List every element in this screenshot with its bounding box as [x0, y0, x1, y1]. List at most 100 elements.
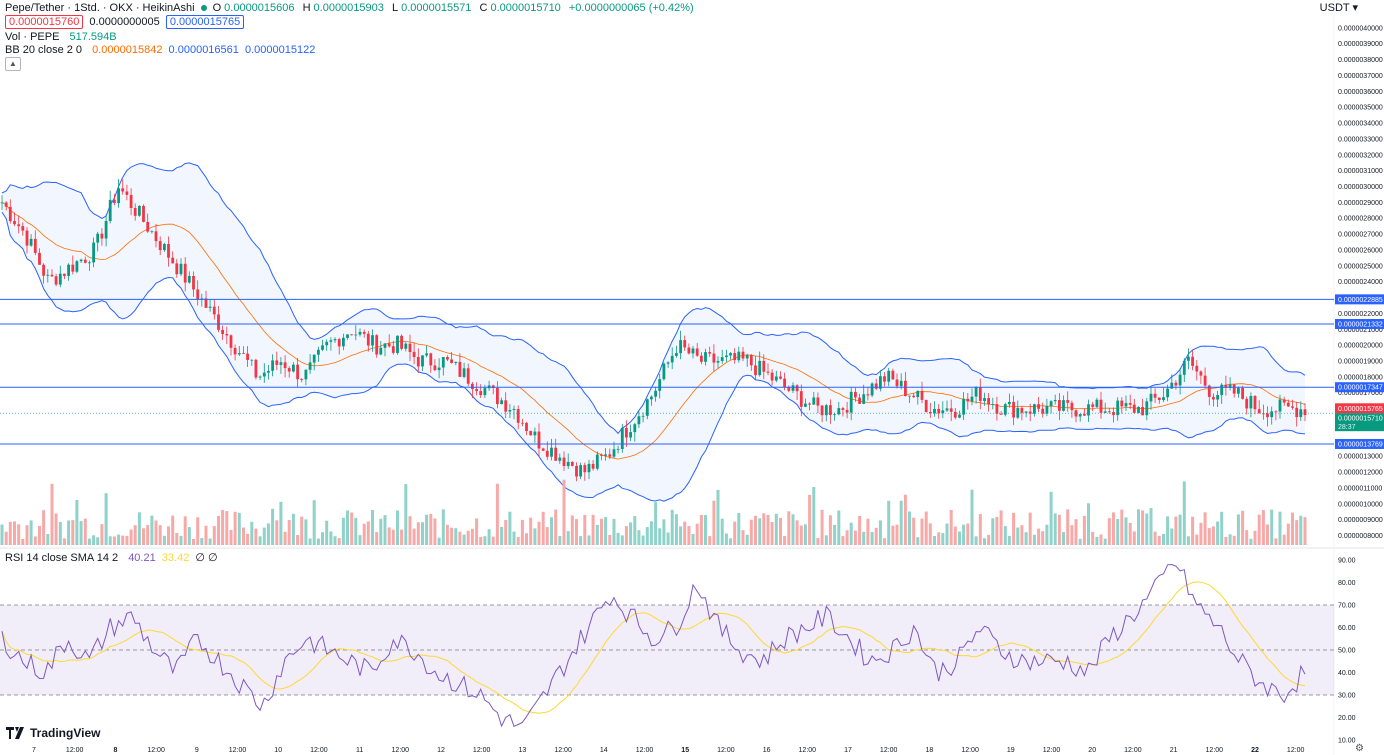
candle-body — [279, 362, 283, 365]
candle-body — [566, 461, 570, 467]
candle-body — [8, 206, 12, 222]
volume-bar — [1099, 534, 1103, 545]
candle-body — [46, 274, 50, 276]
horizontal-line-tag — [1335, 438, 1384, 449]
candle-body — [1120, 400, 1124, 407]
rsi-tick-label: 80.00 — [1338, 580, 1356, 587]
time-tick-label: 19 — [1007, 747, 1015, 754]
price-label-tag — [1335, 403, 1384, 414]
volume-bar — [1053, 513, 1057, 545]
volume-bar — [421, 522, 424, 545]
candle-body — [42, 264, 45, 276]
candle-body — [479, 391, 483, 396]
volume-bar — [579, 536, 583, 545]
volume-bar — [1199, 522, 1203, 545]
volume-bar — [895, 524, 899, 545]
volume-bar — [379, 518, 383, 545]
candle-body — [396, 335, 399, 353]
candle-body — [612, 449, 616, 457]
candle-body — [641, 415, 645, 417]
volume-bar — [612, 518, 616, 545]
volume-bar — [1028, 512, 1032, 545]
candle-body — [475, 389, 478, 392]
candle-body — [841, 408, 845, 410]
price-tick-label: 0.0000011000 — [1338, 485, 1382, 492]
candle-body — [167, 244, 170, 258]
volume-bar — [83, 518, 87, 545]
volume-bar — [1132, 531, 1136, 545]
rsi-value: 40.21 — [128, 552, 156, 564]
candle-body — [325, 341, 329, 346]
candle-body — [250, 359, 254, 361]
volume-bar — [837, 510, 841, 545]
volume-legend-value: 517.594B — [69, 31, 117, 43]
price-tick-label: 0.0000012000 — [1338, 470, 1383, 477]
symbol-title[interactable]: Pepe/Tether · 1Std. · OKX · HeikinAshi — [5, 2, 195, 14]
volume-bar — [1141, 510, 1145, 545]
volume-bar — [583, 515, 587, 545]
volume-bar — [1257, 514, 1261, 545]
candle-body — [1145, 401, 1149, 416]
candle-body — [142, 205, 145, 222]
buy-button[interactable]: 0.0000015765 — [165, 15, 245, 29]
price-label-tag — [1335, 413, 1384, 432]
volume-bar — [137, 512, 141, 545]
candle-body — [529, 430, 533, 436]
volume-bar — [953, 526, 957, 545]
candle-body — [570, 461, 574, 466]
time-tick-label: 8 — [113, 747, 117, 754]
volume-bar — [50, 483, 54, 545]
candle-body — [920, 390, 924, 400]
candle-body — [375, 335, 379, 355]
candle-body — [808, 403, 811, 405]
candle-body — [1103, 411, 1107, 413]
time-tick-label: 12:00 — [147, 747, 165, 754]
volume-bar — [171, 515, 175, 545]
candle-body — [1087, 404, 1090, 416]
candle-body — [258, 376, 262, 378]
candle-body — [1028, 411, 1032, 414]
candle-body — [483, 388, 487, 396]
volume-bar — [454, 528, 458, 545]
volume-bar — [483, 536, 487, 545]
price-tick-label: 0.0000019000 — [1338, 358, 1383, 365]
volume-legend[interactable]: Vol · PEPE 517.594B — [5, 30, 120, 44]
candle-body — [521, 422, 524, 424]
collapse-legend-icon[interactable]: ▲ — [5, 57, 21, 71]
candle-body — [704, 352, 707, 362]
rsi-tick-label: 40.00 — [1338, 670, 1356, 677]
candle-body — [670, 355, 674, 363]
volume-bar — [1003, 526, 1007, 545]
sell-button[interactable]: 0.0000015760 — [5, 15, 84, 29]
candle-body — [1278, 399, 1282, 412]
volume-bar — [716, 489, 720, 545]
volume-bar — [1049, 491, 1053, 545]
volume-bar — [1291, 512, 1294, 545]
volume-bar — [1236, 514, 1240, 545]
horizontal-line-label: 0.0000017347 — [1338, 385, 1383, 392]
volume-bar — [1082, 515, 1086, 545]
bb-legend[interactable]: BB 20 close 2 0 0.0000015842 0.000001656… — [5, 43, 318, 57]
volume-bar — [845, 530, 849, 545]
volume-bar — [1186, 536, 1190, 545]
volume-bar — [308, 538, 312, 545]
candle-body — [1062, 400, 1065, 411]
volume-bar — [529, 517, 533, 545]
horizontal-line-label: 0.0000021332 — [1338, 321, 1383, 328]
open-value: 0.0000015606 — [224, 2, 295, 14]
candle-body — [1112, 412, 1115, 416]
rsi-legend[interactable]: RSI 14 close SMA 14 2 40.21 33.42 ∅ ∅ — [5, 551, 221, 565]
volume-bar — [828, 515, 832, 545]
candle-body — [1128, 403, 1132, 405]
settings-clock-icon[interactable]: ⚙ — [1355, 743, 1364, 754]
volume-bar — [1149, 508, 1153, 545]
volume-bar — [962, 524, 966, 545]
market-status-icon — [200, 5, 207, 11]
currency-label[interactable]: USDT ▾ — [1319, 2, 1358, 14]
volume-bar — [558, 536, 562, 545]
volume-bar — [129, 529, 133, 545]
candle-body — [516, 409, 520, 423]
volume-bar — [441, 509, 445, 545]
candle-body — [745, 355, 749, 359]
